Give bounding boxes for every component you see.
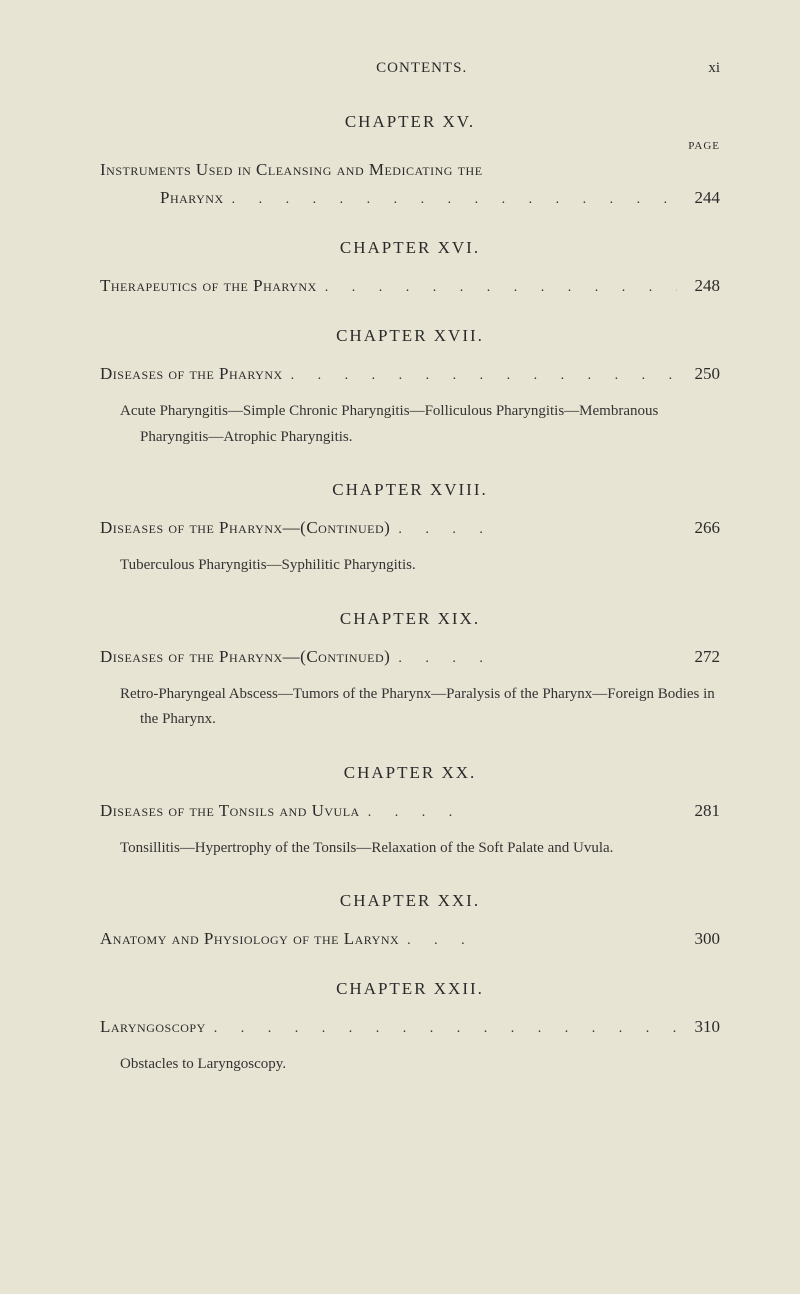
toc-entry: Laryngoscopy . . . . . . . . . . . . . .…: [100, 1017, 720, 1037]
toc-entry: Instruments Used in Cleansing and Medica…: [100, 160, 720, 180]
toc-entry-continuation: Pharynx . . . . . . . . . . . . . . . . …: [100, 188, 720, 208]
chapter-heading: CHAPTER XIX.: [100, 609, 720, 629]
chapter-heading: CHAPTER XVI.: [100, 238, 720, 258]
leader-dots: . . . . . . . . . . . . . . . . . . . . …: [325, 280, 677, 296]
leader-dots: . . . .: [368, 805, 677, 821]
toc-entry: Diseases of the Pharynx—(Continued) . . …: [100, 647, 720, 667]
chapter-section: CHAPTER XVII. Diseases of the Pharynx . …: [100, 326, 720, 450]
chapter-heading: CHAPTER XVIII.: [100, 480, 720, 500]
toc-subentry: Acute Pharyngitis—Simple Chronic Pharyng…: [100, 399, 720, 450]
toc-subentry: Tuberculous Pharyngitis—Syphilitic Phary…: [100, 553, 720, 579]
entry-page: 250: [685, 364, 720, 384]
entry-page: 272: [685, 647, 720, 667]
chapter-heading: CHAPTER XVII.: [100, 326, 720, 346]
leader-dots: . . . . . . . . . . . . . . . . . . . . …: [214, 1021, 677, 1037]
toc-entry: Diseases of the Pharynx—(Continued) . . …: [100, 518, 720, 538]
entry-title: Anatomy and Physiology of the Larynx: [100, 929, 399, 949]
entry-page: 310: [685, 1017, 720, 1037]
chapter-heading: CHAPTER XV.: [100, 112, 720, 132]
entry-title: Diseases of the Pharynx: [100, 364, 283, 384]
chapter-section: CHAPTER XV. PAGE Instruments Used in Cle…: [100, 112, 720, 208]
page-label: PAGE: [100, 140, 720, 152]
entry-page: 300: [685, 929, 720, 949]
leader-dots: . . . . . . . . . . . . . . . . . . . . …: [232, 192, 677, 208]
toc-subentry: Obstacles to Laryngoscopy.: [100, 1052, 720, 1078]
entry-title: Diseases of the Pharynx—(Continued): [100, 647, 390, 667]
toc-entry: Anatomy and Physiology of the Larynx . .…: [100, 929, 720, 949]
chapter-section: CHAPTER XIX. Diseases of the Pharynx—(Co…: [100, 609, 720, 733]
header-row: CONTENTS. xi: [100, 60, 720, 77]
chapter-section: CHAPTER XXII. Laryngoscopy . . . . . . .…: [100, 979, 720, 1078]
chapter-section: CHAPTER XVIII. Diseases of the Pharynx—(…: [100, 480, 720, 579]
toc-subentry: Tonsillitis—Hypertrophy of the Tonsils—R…: [100, 836, 720, 862]
chapter-heading: CHAPTER XX.: [100, 763, 720, 783]
leader-dots: . . .: [407, 933, 677, 949]
toc-entry: Diseases of the Pharynx . . . . . . . . …: [100, 364, 720, 384]
chapter-heading: CHAPTER XXII.: [100, 979, 720, 999]
page-number-roman: xi: [708, 60, 720, 77]
leader-dots: . . . .: [398, 522, 677, 538]
entry-title-cont: Pharynx: [160, 188, 224, 208]
chapter-section: CHAPTER XXI. Anatomy and Physiology of t…: [100, 891, 720, 949]
running-head: CONTENTS.: [135, 60, 708, 77]
chapter-heading: CHAPTER XXI.: [100, 891, 720, 911]
entry-title: Instruments Used in Cleansing and Medica…: [100, 160, 483, 180]
toc-entry: Therapeutics of the Pharynx . . . . . . …: [100, 276, 720, 296]
toc-subentry: Retro-Pharyngeal Abscess—Tumors of the P…: [100, 682, 720, 733]
entry-title: Diseases of the Pharynx—(Continued): [100, 518, 390, 538]
chapter-section: CHAPTER XX. Diseases of the Tonsils and …: [100, 763, 720, 862]
entry-page: 266: [685, 518, 720, 538]
leader-dots: . . . . . . . . . . . . . . . . . . . . …: [291, 368, 677, 384]
entry-title: Diseases of the Tonsils and Uvula: [100, 801, 360, 821]
entry-title: Laryngoscopy: [100, 1017, 206, 1037]
entry-page: 248: [685, 276, 720, 296]
chapter-section: CHAPTER XVI. Therapeutics of the Pharynx…: [100, 238, 720, 296]
entry-page: 244: [685, 188, 720, 208]
toc-entry: Diseases of the Tonsils and Uvula . . . …: [100, 801, 720, 821]
entry-page: 281: [685, 801, 720, 821]
entry-title: Therapeutics of the Pharynx: [100, 276, 317, 296]
leader-dots: . . . .: [398, 651, 677, 667]
